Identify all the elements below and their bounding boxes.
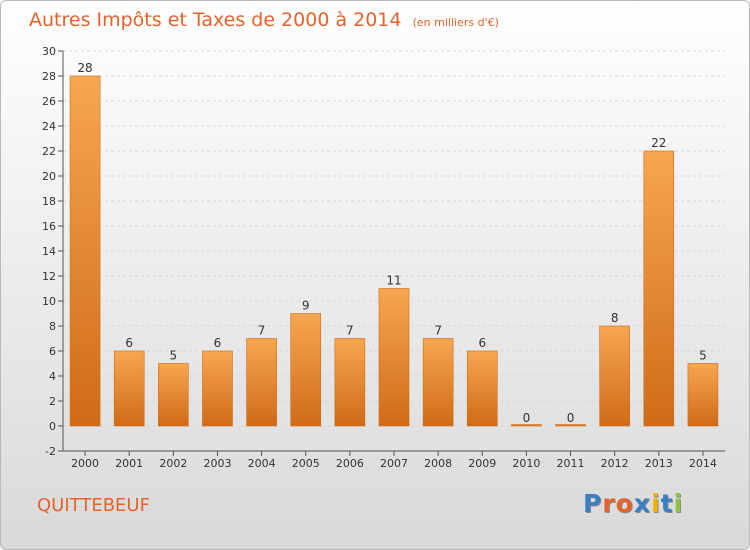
y-tick-label: 28	[42, 70, 56, 83]
x-tick-label-2011: 2011	[557, 457, 585, 470]
y-tick-label: 12	[42, 270, 56, 283]
logo-letter: o	[615, 489, 634, 518]
chart-subtitle: (en milliers d'€)	[412, 16, 499, 29]
bar-2009	[466, 350, 498, 427]
y-tick-label: 16	[42, 220, 56, 233]
x-tick-label-2005: 2005	[292, 457, 320, 470]
logo-letter: P	[583, 489, 603, 518]
x-tick-label-2000: 2000	[71, 457, 99, 470]
y-tick-label: 2	[49, 395, 56, 408]
data-label-2003: 6	[214, 336, 222, 350]
x-tick-label-2001: 2001	[115, 457, 143, 470]
bar-2006	[334, 338, 366, 427]
y-tick-label: 8	[49, 320, 56, 333]
x-tick-label-2009: 2009	[468, 457, 496, 470]
title-block: Autres Impôts et Taxes de 2000 à 2014 (e…	[29, 9, 499, 31]
bar-2013	[643, 150, 675, 427]
data-label-2010: 0	[523, 411, 531, 425]
y-tick-label: 4	[49, 370, 56, 383]
data-label-2008: 7	[434, 324, 442, 338]
bar-2005	[290, 313, 322, 427]
data-label-2004: 7	[258, 324, 266, 338]
bar-2007	[378, 288, 410, 427]
logo-letter: i	[651, 489, 661, 518]
x-tick-label-2012: 2012	[601, 457, 629, 470]
logo-letter: i	[673, 489, 684, 518]
bar-2014	[687, 363, 719, 427]
bar-2011	[555, 424, 586, 427]
x-tick-label-2006: 2006	[336, 457, 364, 470]
y-tick-label: 14	[42, 245, 56, 258]
y-tick-label: 26	[42, 95, 56, 108]
data-label-2014: 5	[699, 349, 707, 363]
data-label-2002: 5	[170, 349, 178, 363]
proxiti-logo: Proxiti	[583, 489, 683, 518]
y-tick-label: 22	[42, 145, 56, 158]
bar-2004	[246, 338, 277, 427]
y-tick-label: 18	[42, 195, 56, 208]
bar-2000	[69, 75, 101, 427]
y-tick-label: 20	[42, 170, 56, 183]
town-name: QUITTEBEUF	[37, 495, 150, 516]
logo-letter: t	[660, 489, 674, 518]
x-tick-label-2007: 2007	[380, 457, 408, 470]
logo-letter: x	[633, 489, 651, 518]
data-label-2006: 7	[346, 324, 354, 338]
bar-2008	[422, 338, 454, 427]
x-tick-label-2010: 2010	[512, 457, 540, 470]
x-tick-label-2008: 2008	[424, 457, 452, 470]
data-label-2009: 6	[478, 336, 486, 350]
y-tick-label: 6	[49, 345, 56, 358]
data-label-2012: 8	[611, 311, 619, 325]
x-tick-label-2013: 2013	[645, 457, 673, 470]
bar-2010	[511, 424, 542, 427]
y-tick-label: -2	[45, 445, 56, 458]
bar-2002	[158, 363, 189, 427]
y-tick-label: 0	[49, 420, 56, 433]
y-tick-label: 10	[42, 295, 56, 308]
data-label-2001: 6	[125, 336, 133, 350]
x-tick-label-2002: 2002	[159, 457, 187, 470]
bars	[69, 75, 719, 427]
y-tick-label: 24	[42, 120, 56, 133]
bar-2003	[202, 350, 233, 427]
data-label-2005: 9	[302, 299, 310, 313]
bar-2001	[113, 350, 145, 427]
data-label-2011: 0	[567, 411, 575, 425]
logo-letter: r	[602, 489, 616, 518]
x-tick-label-2004: 2004	[248, 457, 276, 470]
x-tick-label-2003: 2003	[203, 457, 231, 470]
chart-title: Autres Impôts et Taxes de 2000 à 2014	[29, 9, 402, 31]
y-tick-label: 30	[42, 45, 56, 58]
data-label-2000: 28	[77, 61, 92, 75]
bar-2012	[599, 325, 630, 427]
data-label-2007: 11	[386, 274, 401, 288]
data-labels: 28 6 5 6 7 9 7 11 7 6 0 0 8 22 5	[77, 61, 706, 425]
data-label-2013: 22	[651, 136, 666, 150]
x-tick-label-2014: 2014	[689, 457, 717, 470]
